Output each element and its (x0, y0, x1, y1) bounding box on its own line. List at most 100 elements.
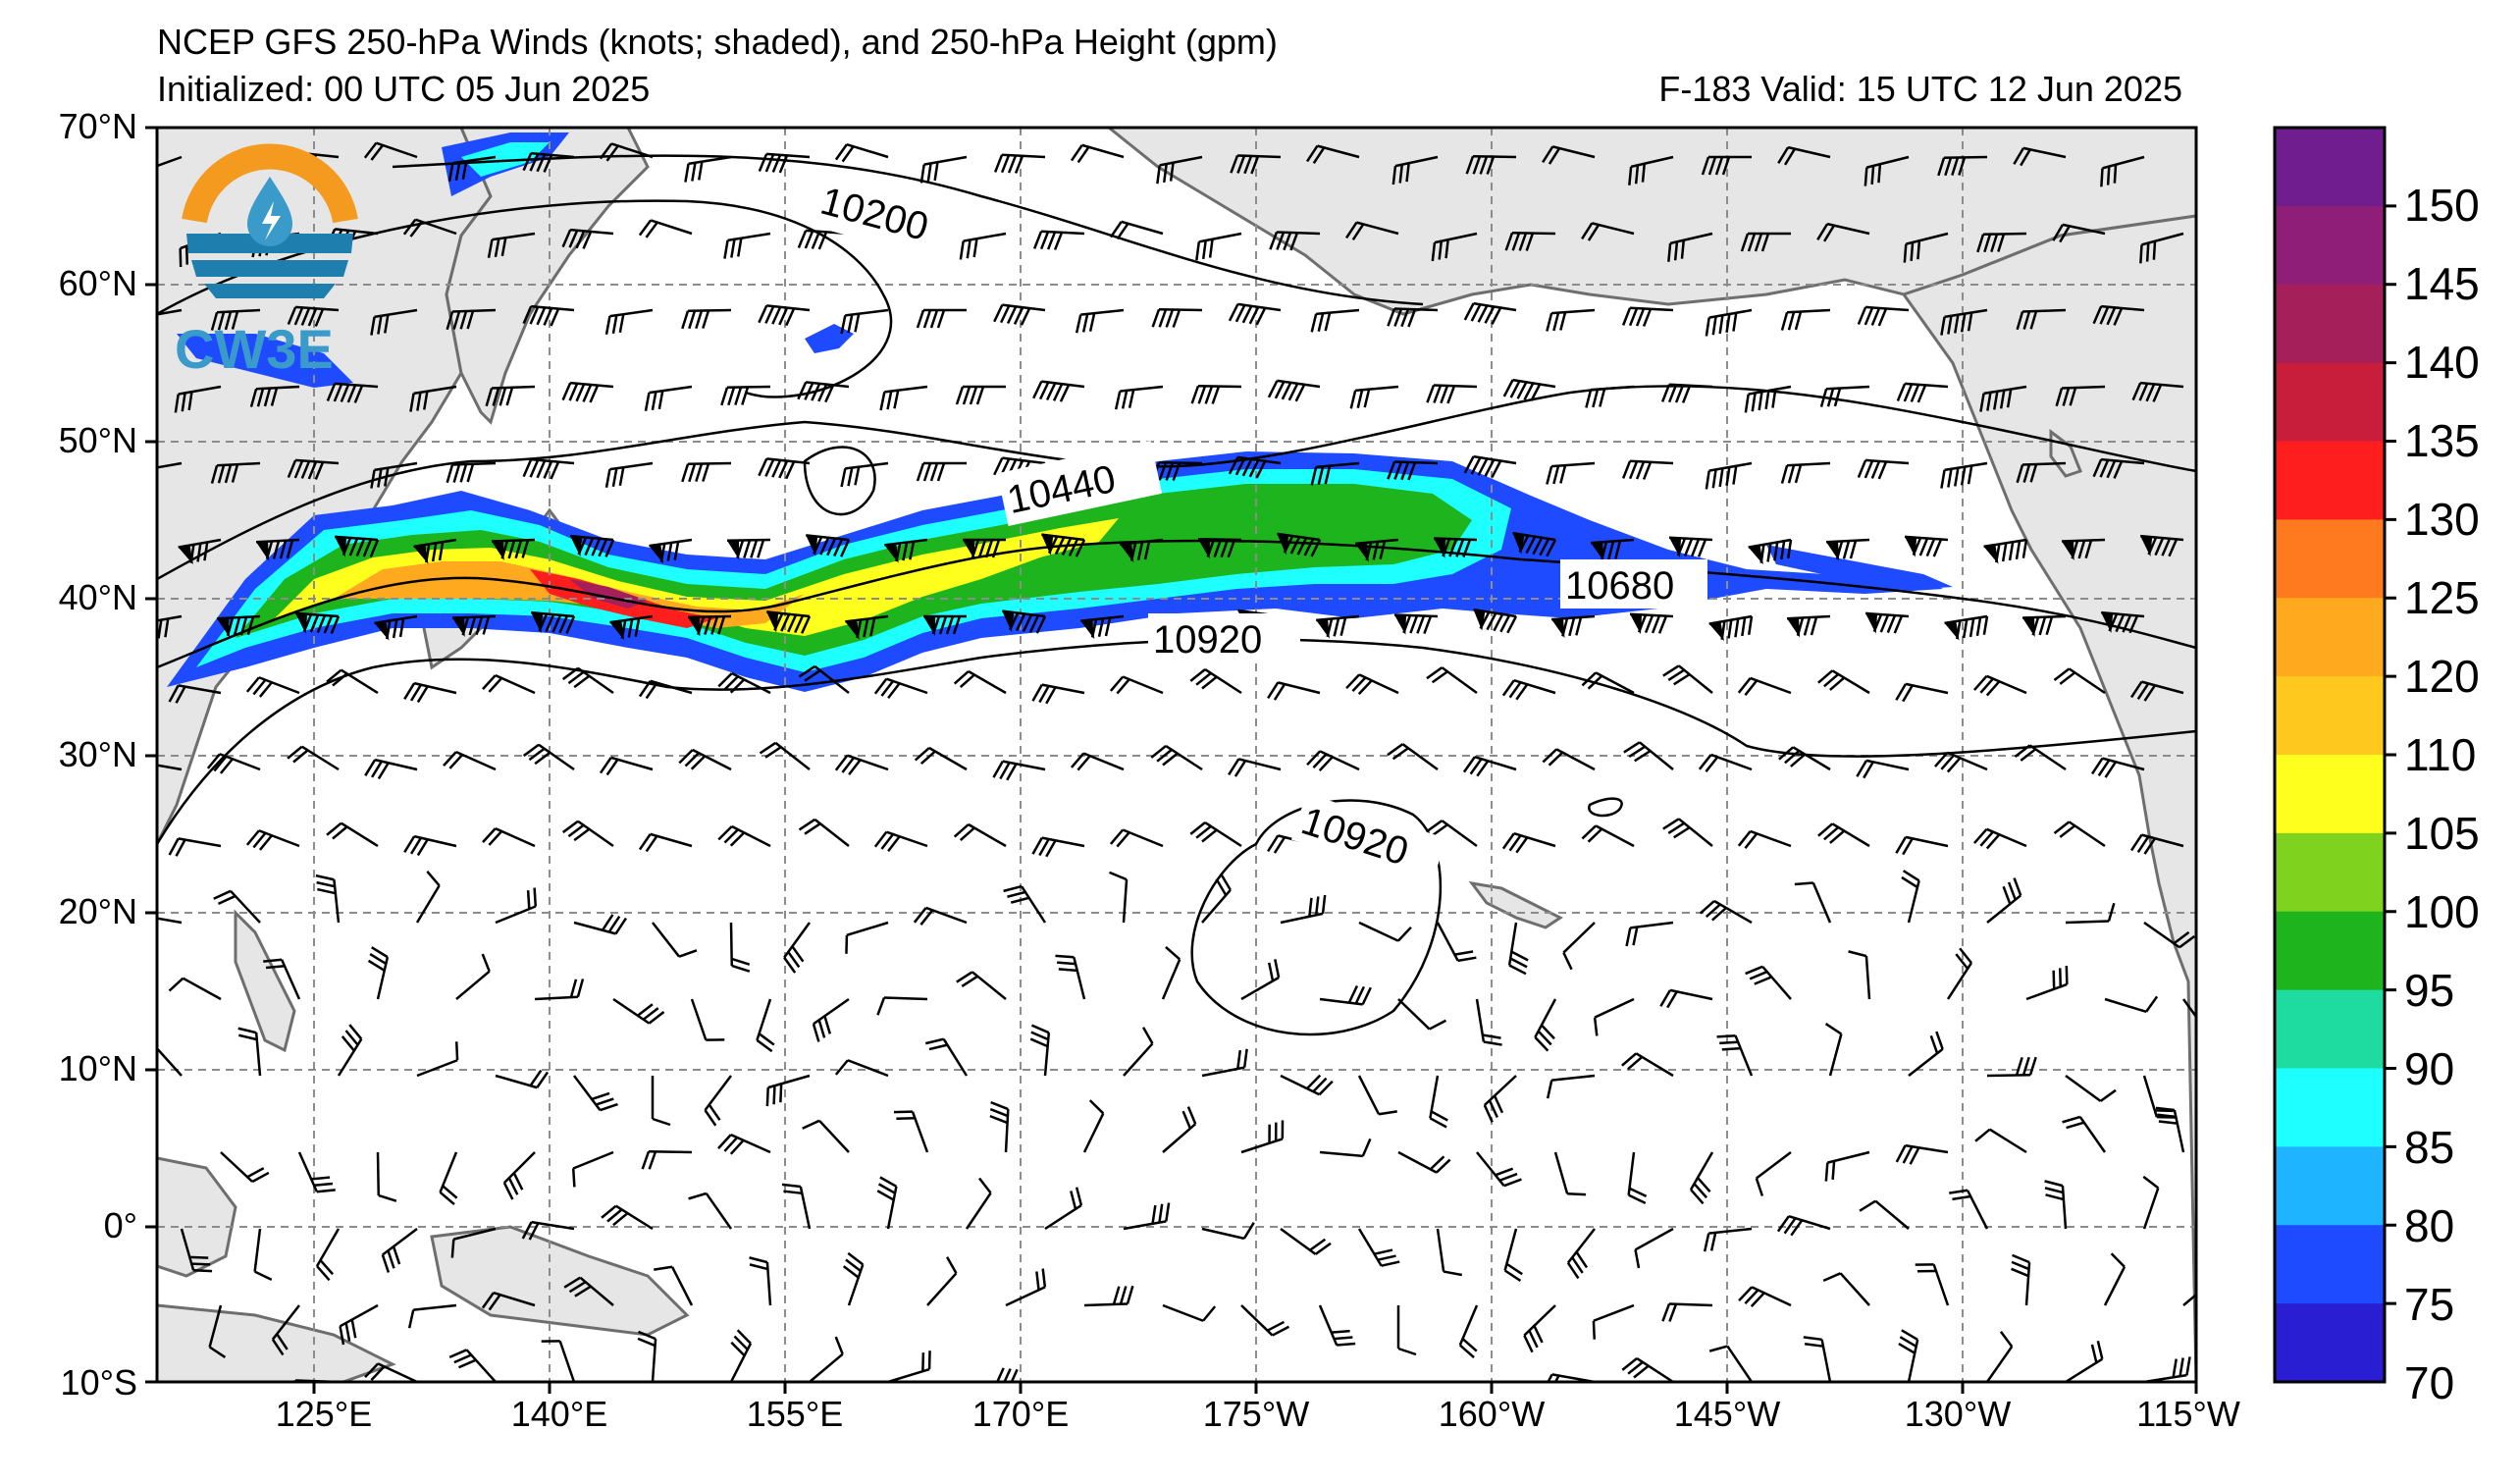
wind-barb (2065, 902, 2116, 925)
wind-barb-feather (485, 388, 494, 407)
wind-barb-feather (1754, 976, 1772, 985)
wind-barb-feather (1925, 538, 1936, 557)
wind-barb-staff (1905, 835, 1949, 848)
wind-barb-feather (1312, 1077, 1328, 1093)
wind-barb-staff (1523, 1304, 1556, 1337)
wind-barb-feather (224, 311, 233, 331)
wind-barb (1585, 385, 1635, 408)
wind-barb-feather (1269, 232, 1279, 250)
wind-barb (447, 155, 497, 183)
wind-barb-feather (521, 1221, 533, 1240)
wind-barb-feather (729, 678, 746, 694)
wind-barb-feather (381, 1254, 391, 1273)
wind-barb-feather (246, 616, 255, 635)
wind-barb (178, 538, 222, 565)
wind-barb-feather (2145, 995, 2159, 1013)
wind-barb (766, 610, 812, 634)
wind-barb-feather (466, 310, 475, 330)
wind-barb (1817, 822, 1870, 848)
wind-barb (573, 1075, 618, 1112)
wind-barb-flag (413, 545, 429, 564)
wind-barb (168, 837, 222, 857)
wind-barb-staff (1944, 308, 1988, 319)
wind-barb (914, 746, 968, 771)
wind-barb (521, 1220, 575, 1241)
wind-barb-feather (2001, 543, 2008, 562)
wind-barb-feather (723, 828, 739, 844)
wind-barb-staff (1240, 976, 1280, 1001)
wind-barb-feather (175, 838, 186, 857)
wind-barb-feather (1732, 312, 1738, 332)
wind-barb (1306, 144, 1360, 164)
wind-barb-staff (1932, 1263, 1950, 1306)
wind-barb (1780, 308, 1831, 331)
wind-barb-feather (638, 1330, 656, 1341)
wind-barb (637, 1330, 657, 1382)
wind-barb-feather (1601, 541, 1608, 560)
wind-barb-feather (2020, 148, 2031, 167)
wind-barb-feather (1234, 457, 1246, 476)
wind-barb-feather (2122, 614, 2132, 633)
wind-barb-feather (599, 757, 612, 774)
wind-barb (1581, 222, 1635, 241)
wind-barb-feather (1990, 234, 1999, 253)
wind-barb-feather (1642, 461, 1653, 480)
wind-barb-feather (1501, 679, 1515, 697)
wind-barb-feather (466, 463, 475, 483)
wind-barb-feather (1195, 671, 1212, 686)
wind-barb-feather (326, 668, 342, 683)
wind-barb-feather (847, 314, 854, 334)
wind-barb (798, 664, 850, 694)
wind-barb (1857, 458, 1910, 480)
wind-barb-staff (1081, 143, 1125, 159)
wind-barb-feather (1104, 617, 1112, 637)
wind-barb-feather (847, 467, 854, 487)
wind-barb-feather (157, 619, 163, 639)
wind-barb-feather (1721, 1046, 1741, 1051)
jet-fragment-east (1766, 545, 1953, 589)
wind-barb-feather (1081, 313, 1089, 333)
wind-barb-staff (1986, 894, 2021, 924)
wind-barb-feather (1864, 306, 1874, 326)
wind-barb-staff (652, 922, 681, 958)
wind-barb-feather (817, 231, 828, 250)
wind-barb-feather (1676, 538, 1687, 556)
wind-barb-staff (1986, 1073, 2031, 1078)
wind-barb-staff (1786, 308, 1831, 314)
wind-barb-feather (502, 1182, 514, 1200)
wind-barb-feather (1070, 1191, 1077, 1210)
wind-barb-feather (1634, 750, 1652, 763)
wind-barb-feather (534, 751, 551, 766)
wind-barb-staff (729, 1343, 753, 1382)
wind-barb (2142, 1175, 2160, 1230)
wind-barb (1817, 669, 1870, 695)
wind-barb-staff (814, 818, 850, 847)
wind-barb-feather (1784, 749, 1801, 765)
wind-barb-feather (1109, 828, 1125, 845)
wind-barb-feather (1162, 163, 1168, 184)
wind-barb (758, 457, 811, 480)
wind-barb-staff (926, 1272, 958, 1306)
wind-barb (403, 681, 457, 704)
wind-barb-feather (1039, 231, 1050, 250)
wind-barb-feather (1826, 388, 1835, 407)
wind-barb-feather (313, 1182, 334, 1188)
wind-barb-feather (541, 1340, 560, 1343)
wind-barb-feather (1045, 839, 1057, 858)
wind-barb-feather (448, 754, 464, 769)
wind-barb-feather (536, 1071, 550, 1088)
wind-barb (1776, 1214, 1831, 1237)
wind-barb-feather (1810, 616, 1818, 636)
wind-barb-feather (893, 1110, 913, 1114)
wind-barb-feather (999, 304, 1011, 324)
wind-barb-feather (1777, 146, 1790, 164)
wind-barb (1705, 308, 1753, 337)
wind-barb-feather (367, 959, 386, 972)
wind-barb-feather (1038, 838, 1050, 857)
wind-barb (413, 538, 457, 564)
wind-barb-staff (374, 308, 418, 319)
wind-barb-feather (1486, 612, 1497, 631)
wind-barb-feather (1128, 389, 1135, 408)
wind-barb-feather (245, 676, 260, 693)
contour-10680 (157, 539, 2196, 669)
